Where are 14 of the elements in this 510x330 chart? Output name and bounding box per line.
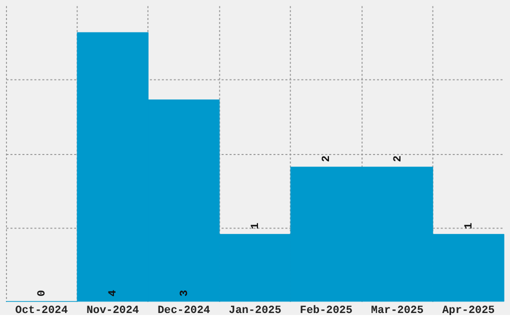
x-tick-label: Dec-2024 [158,304,211,317]
x-tick-label: Mar-2025 [371,304,424,317]
data-label: 2 [321,155,334,162]
data-label: 3 [178,289,191,296]
data-label: 4 [108,289,120,296]
x-tick-label: Nov-2024 [86,304,140,317]
x-tick-label: Feb-2025 [300,304,352,317]
data-label: 0 [36,290,49,296]
data-label: 1 [463,222,476,230]
x-tick-label: Jan-2025 [228,304,282,317]
data-label: 1 [250,222,262,230]
data-label: 2 [392,155,404,162]
x-tick-label: Apr-2025 [442,304,495,317]
x-tick-label: Oct-2024 [15,304,68,317]
